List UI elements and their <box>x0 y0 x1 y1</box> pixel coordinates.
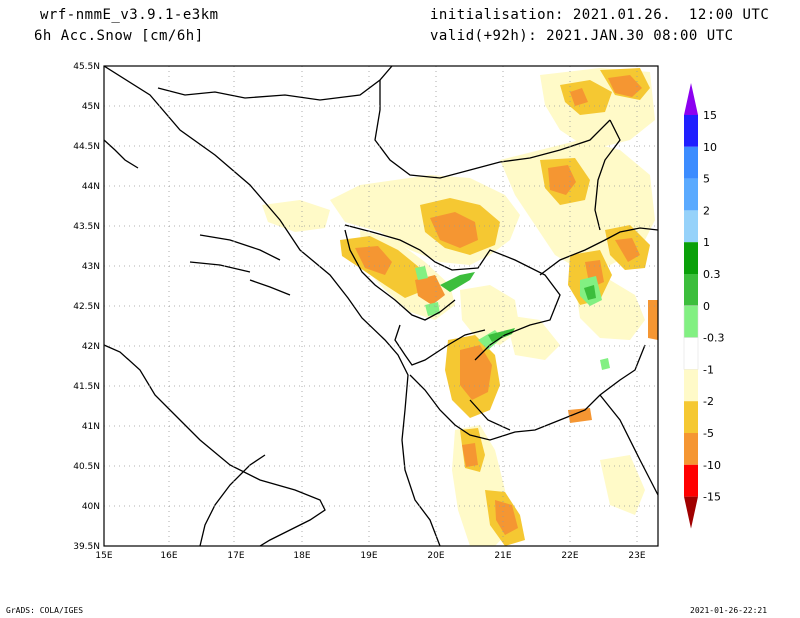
colorbar-label: -2 <box>703 395 714 408</box>
colorbar-label: 5 <box>703 173 710 186</box>
lon-tick-label: 23E <box>628 551 645 561</box>
colorbar-label: 2 <box>703 204 710 217</box>
positive-change-core <box>440 272 596 342</box>
colorbar-label: 10 <box>703 141 717 154</box>
lat-tick-label: 45N <box>82 102 100 112</box>
colorbar-label: 0 <box>703 300 710 313</box>
colorbar-segment <box>683 305 699 338</box>
map-frame <box>103 65 659 547</box>
colorbar-label: 15 <box>703 109 717 122</box>
lat-tick-label: 40.5N <box>73 462 100 472</box>
colorbar-label: -5 <box>703 427 714 440</box>
colorbar-label: -1 <box>703 363 714 376</box>
model-title: wrf-nmmE_v3.9.1-e3km <box>40 7 219 23</box>
colorbar: 15 10 5 2 1 0.3 0 -0.3 -1 -2 -5 -10 -15 <box>683 83 724 529</box>
valid-time: valid(+92h): 2021.JAN.30 08:00 UTC <box>430 28 734 44</box>
lat-tick-label: 40N <box>82 502 100 512</box>
lon-tick-label: 16E <box>160 551 177 561</box>
grid-lines <box>104 66 658 546</box>
lat-tick-label: 43.5N <box>73 222 100 232</box>
heavy-snow-areas <box>355 75 658 535</box>
init-time: initialisation: 2021.01.26. 12:00 UTC <box>430 7 770 23</box>
lat-tick-label: 41.5N <box>73 382 100 392</box>
lat-tick-label: 42N <box>82 342 100 352</box>
colorbar-segment <box>684 433 698 465</box>
footer-timestamp: 2021-01-26-22:21 <box>690 606 768 615</box>
lon-tick-label: 17E <box>227 551 244 561</box>
lat-axis: 45.5N 45N 44.5N 44N 43.5N 43N 42.5N 42N … <box>73 62 100 552</box>
colorbar-segment <box>684 210 698 243</box>
snow-field <box>262 68 658 546</box>
colorbar-min-arrow <box>684 496 698 529</box>
colorbar-label: -15 <box>703 491 721 504</box>
colorbar-segment <box>683 337 699 370</box>
lat-tick-label: 42.5N <box>73 302 100 312</box>
colorbar-segment <box>684 242 698 274</box>
colorbar-label: -0.3 <box>703 332 724 345</box>
lon-tick-label: 22E <box>561 551 578 561</box>
lon-tick-label: 15E <box>95 551 112 561</box>
colorbar-segment <box>684 178 698 211</box>
lon-tick-label: 21E <box>494 551 511 561</box>
lat-tick-label: 45.5N <box>73 62 100 72</box>
lat-tick-label: 44.5N <box>73 142 100 152</box>
colorbar-label: 0.3 <box>703 268 721 281</box>
lon-tick-label: 20E <box>427 551 444 561</box>
colorbar-segment <box>684 115 698 147</box>
colorbar-segment <box>684 464 698 497</box>
colorbar-segment <box>684 401 698 433</box>
colorbar-segment <box>684 369 698 402</box>
colorbar-max-arrow <box>684 83 698 115</box>
lon-tick-label: 19E <box>360 551 377 561</box>
colorbar-segment <box>684 274 698 306</box>
lat-tick-label: 41N <box>82 422 100 432</box>
coastlines-borders <box>104 66 658 546</box>
colorbar-label: 1 <box>703 236 710 249</box>
lon-tick-label: 18E <box>293 551 310 561</box>
colorbar-segment <box>684 146 698 179</box>
variable-title: 6h Acc.Snow [cm/6h] <box>34 28 204 44</box>
lat-tick-label: 44N <box>82 182 100 192</box>
lat-tick-label: 43N <box>82 262 100 272</box>
colorbar-label: -10 <box>703 459 721 472</box>
light-snow-areas <box>262 68 655 546</box>
lat-tick-label: 39.5N <box>73 542 100 552</box>
footer-credit: GrADS: COLA/IGES <box>6 606 84 615</box>
lon-axis: 15E 16E 17E 18E 19E 20E 21E 22E 23E <box>95 551 645 561</box>
